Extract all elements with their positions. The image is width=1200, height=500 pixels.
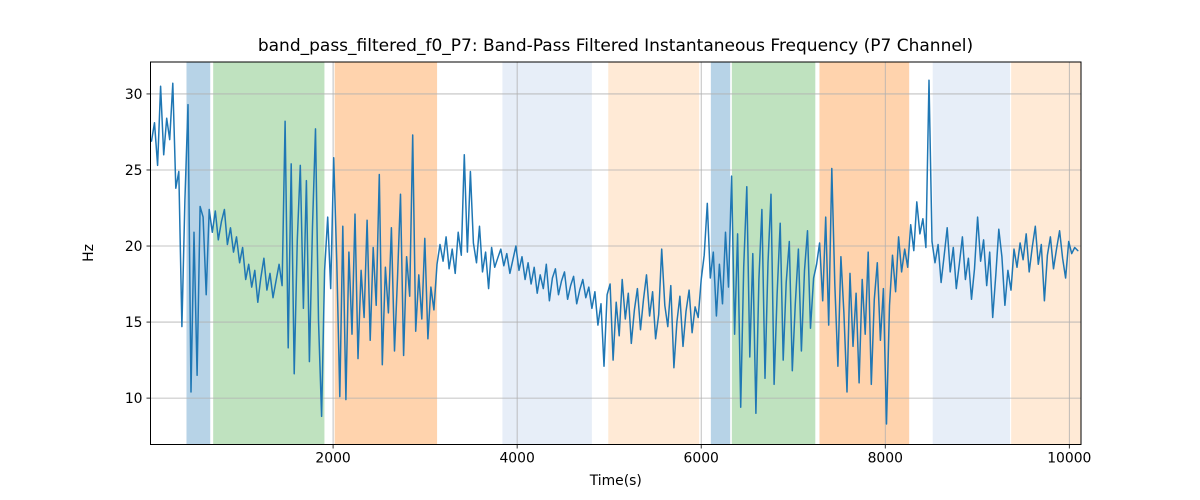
y-tick-label: 10 — [125, 391, 143, 407]
x-tick-label: 4000 — [499, 451, 534, 467]
stage-band-orange — [334, 62, 438, 445]
y-tick-label: 15 — [125, 315, 143, 331]
y-tick-label: 20 — [125, 239, 143, 255]
x-axis-label: Time(s) — [589, 473, 642, 489]
stage-band-green — [213, 62, 325, 445]
x-tick-label: 2000 — [315, 451, 350, 467]
stage-band-light-blue — [502, 62, 592, 445]
y-axis-label: Hz — [81, 244, 97, 262]
x-tick-label: 8000 — [868, 451, 903, 467]
y-tick-label: 30 — [125, 87, 143, 103]
y-tick-label: 25 — [125, 163, 143, 179]
chart-title: band_pass_filtered_f0_P7: Band-Pass Filt… — [257, 36, 974, 56]
signal-line — [150, 79, 1079, 425]
stage-band-light-orange — [608, 62, 700, 445]
x-tick-label: 6000 — [684, 451, 719, 467]
plot-border — [150, 61, 1082, 445]
stage-band-orange — [819, 62, 910, 445]
stage-band-blue — [710, 62, 731, 445]
x-tick-label: 10000 — [1047, 451, 1091, 467]
